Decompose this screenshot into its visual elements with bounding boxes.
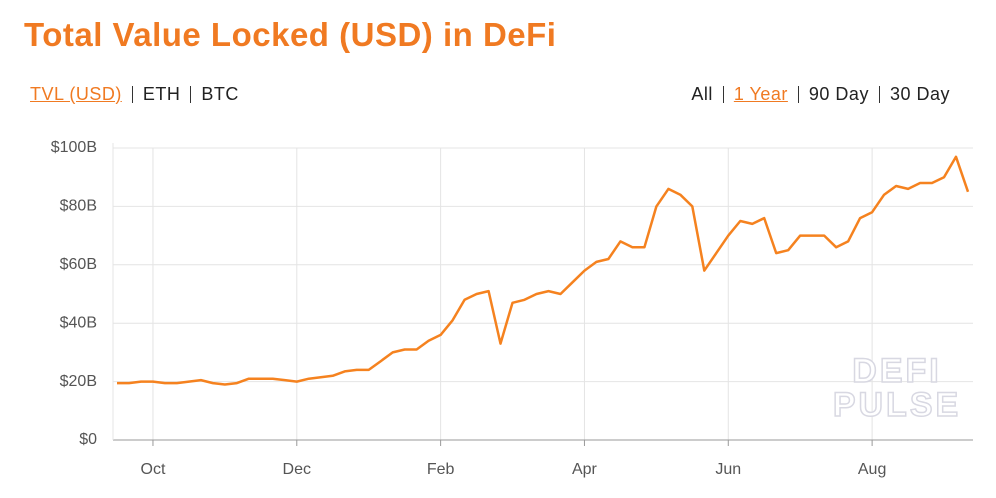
separator (190, 86, 192, 103)
unit-selector: TVL (USD) ETH BTC (30, 84, 239, 105)
watermark: PULSE (833, 386, 961, 424)
range-option[interactable]: 30 Day (889, 84, 950, 104)
y-tick-label: $100B (51, 139, 97, 156)
y-tick-label: $60B (60, 256, 97, 273)
range-option[interactable]: 1 Year (733, 84, 788, 104)
x-tick-label: Jun (715, 461, 741, 478)
unit-option[interactable]: BTC (201, 84, 239, 104)
page-title: Total Value Locked (USD) in DeFi (24, 16, 557, 53)
unit-option[interactable]: ETH (142, 84, 181, 104)
range-selector: All 1 Year 90 Day 30 Day (691, 84, 950, 105)
range-option[interactable]: 90 Day (808, 84, 869, 104)
y-tick-label: $20B (60, 373, 97, 390)
y-tick-label: $80B (60, 198, 97, 215)
watermark: DEFI (852, 352, 941, 390)
x-tick-label: Feb (427, 461, 455, 478)
x-tick-label: Aug (858, 461, 886, 478)
y-tick-label: $0 (79, 431, 97, 448)
x-tick-label: Dec (283, 461, 311, 478)
separator (797, 86, 799, 103)
line (117, 155, 970, 386)
unit-option[interactable]: TVL (USD) (30, 84, 122, 104)
x-tick-label: Apr (572, 461, 598, 478)
separator (878, 86, 880, 103)
separator (722, 86, 724, 103)
separator (131, 86, 133, 103)
x-tick-label: Oct (141, 461, 166, 478)
y-tick-label: $40B (60, 314, 97, 331)
range-option[interactable]: All (691, 84, 713, 104)
